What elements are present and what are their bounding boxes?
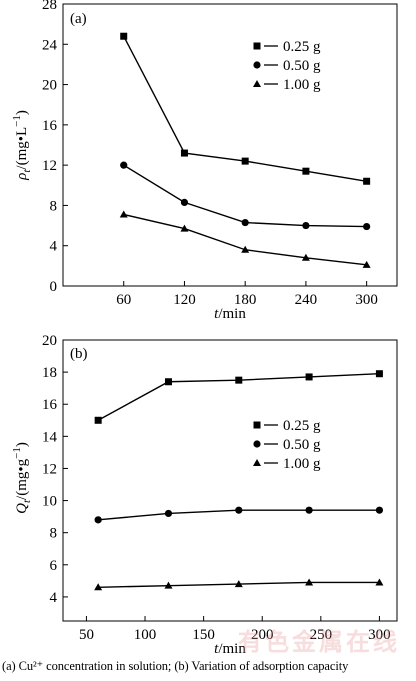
y-tick-label: 4 [50, 590, 58, 606]
data-point-1-00-g [94, 583, 103, 591]
x-axis-label-b: t/min [214, 641, 246, 657]
data-point-0-25-g [375, 370, 383, 378]
y-tick-label: 10 [42, 494, 57, 510]
x-tick-label: 50 [79, 627, 94, 643]
y-tick-label: 8 [50, 526, 58, 542]
y-tick-label: 28 [42, 0, 57, 13]
data-point-0-50-g [241, 218, 249, 227]
y-tick-label: 4 [50, 239, 58, 255]
y-tick-label: 14 [42, 429, 58, 445]
data-point-0-50-g [305, 506, 313, 514]
y-tick-label: 0 [50, 279, 58, 295]
legend-label-0-25-g: 0.25 g [283, 418, 321, 434]
data-point-1-00-g [180, 224, 189, 232]
y-tick-label: 18 [42, 365, 57, 381]
data-point-1-00-g [362, 260, 371, 268]
data-point-0-50-g [302, 221, 310, 230]
legend-marker-0-25-g [253, 42, 261, 50]
data-point-0-50-g [235, 506, 243, 514]
data-point-1-00-g [241, 245, 250, 253]
data-point-1-00-g [164, 581, 173, 589]
data-point-1-00-g [301, 253, 310, 261]
data-point-0-25-g [235, 376, 243, 384]
data-point-0-25-g [363, 177, 371, 185]
y-tick-label: 8 [50, 198, 58, 214]
figure-caption: (a) Cu²⁺ concentration in solution; (b) … [2, 659, 349, 673]
data-point-1-00-g [305, 578, 314, 586]
legend-a: 0.25 g 0.50 g 1.00 g [253, 39, 321, 93]
x-tick-label: 300 [368, 627, 391, 643]
legend-label-1-00-g: 1.00 g [283, 456, 321, 472]
data-point-0-25-g [164, 378, 172, 386]
x-tick-label: 250 [310, 627, 333, 643]
legend-marker-1-00-g [253, 459, 261, 466]
x-tick-label: 200 [251, 627, 274, 643]
legend-marker-0-25-g [253, 421, 261, 429]
data-point-1-00-g [234, 580, 243, 588]
y-axis-label-a: ρt/(mg•L−1) [11, 110, 33, 181]
y-tick-label: 16 [42, 118, 58, 134]
y-axis-label-b: Qt/(mg•g−1) [11, 442, 33, 514]
x-tick-label: 300 [355, 292, 378, 308]
data-point-0-50-g [164, 509, 173, 518]
plot-frame-a [62, 3, 398, 287]
data-point-0-25-g [241, 157, 249, 165]
y-tick-label: 12 [42, 158, 57, 174]
x-ticks-b: 50 100 150 200 250 300 [79, 616, 391, 643]
data-point-1-00-g [375, 578, 384, 586]
plot-frame-b [62, 339, 398, 622]
y-tick-label: 20 [42, 78, 57, 94]
data-point-0-25-g [94, 416, 102, 424]
series-line-0-50-g [123, 164, 367, 228]
legend-marker-0-50-g [253, 440, 261, 448]
data-point-0-25-g [120, 32, 128, 40]
legend-label-0-50-g: 0.50 g [283, 437, 321, 453]
data-point-0-25-g [302, 167, 310, 175]
y-tick-label: 6 [50, 558, 58, 574]
x-tick-label: 120 [173, 292, 196, 308]
data-point-0-50-g [94, 516, 102, 524]
data-point-1-00-g [119, 210, 128, 218]
legend-b: 0.25 g 0.50 g 1.00 g [253, 418, 321, 472]
x-axis-label-a: t/min [214, 306, 246, 322]
panel-label-b: (b) [70, 346, 88, 362]
data-point-0-25-g [180, 149, 188, 157]
x-ticks-a: 60 120 180 240 300 [116, 281, 378, 308]
x-tick-label: 60 [116, 292, 131, 308]
x-tick-label: 150 [192, 627, 215, 643]
legend-label-0-25-g: 0.25 g [283, 39, 321, 55]
legend-marker-0-50-g [253, 61, 261, 69]
data-point-0-50-g [375, 506, 384, 514]
data-point-0-50-g [363, 222, 371, 231]
legend-label-0-50-g: 0.50 g [283, 58, 321, 74]
legend-label-1-00-g: 1.00 g [283, 77, 321, 93]
x-tick-label: 240 [295, 292, 318, 308]
panel-label-a: (a) [70, 11, 87, 27]
series-group-b [94, 370, 384, 591]
y-ticks-a: 0 4 8 12 16 20 24 28 [42, 0, 68, 295]
y-tick-label: 16 [42, 397, 58, 413]
y-tick-label: 12 [42, 461, 57, 477]
data-point-0-50-g [120, 161, 128, 169]
data-point-0-50-g [180, 198, 189, 207]
y-tick-label: 20 [42, 333, 57, 349]
y-ticks-b: 4 6 8 10 12 14 16 18 20 [42, 333, 68, 606]
x-tick-label: 100 [134, 627, 157, 643]
y-tick-label: 24 [42, 37, 58, 53]
legend-marker-1-00-g [253, 80, 261, 87]
series-group-a [119, 32, 371, 268]
x-tick-label: 180 [234, 292, 257, 308]
chart-panel-b: (b) 50 100 150 200 250 300 4 6 8 10 12 14 16 18 20 0.… [11, 333, 398, 657]
data-point-0-25-g [305, 373, 313, 381]
